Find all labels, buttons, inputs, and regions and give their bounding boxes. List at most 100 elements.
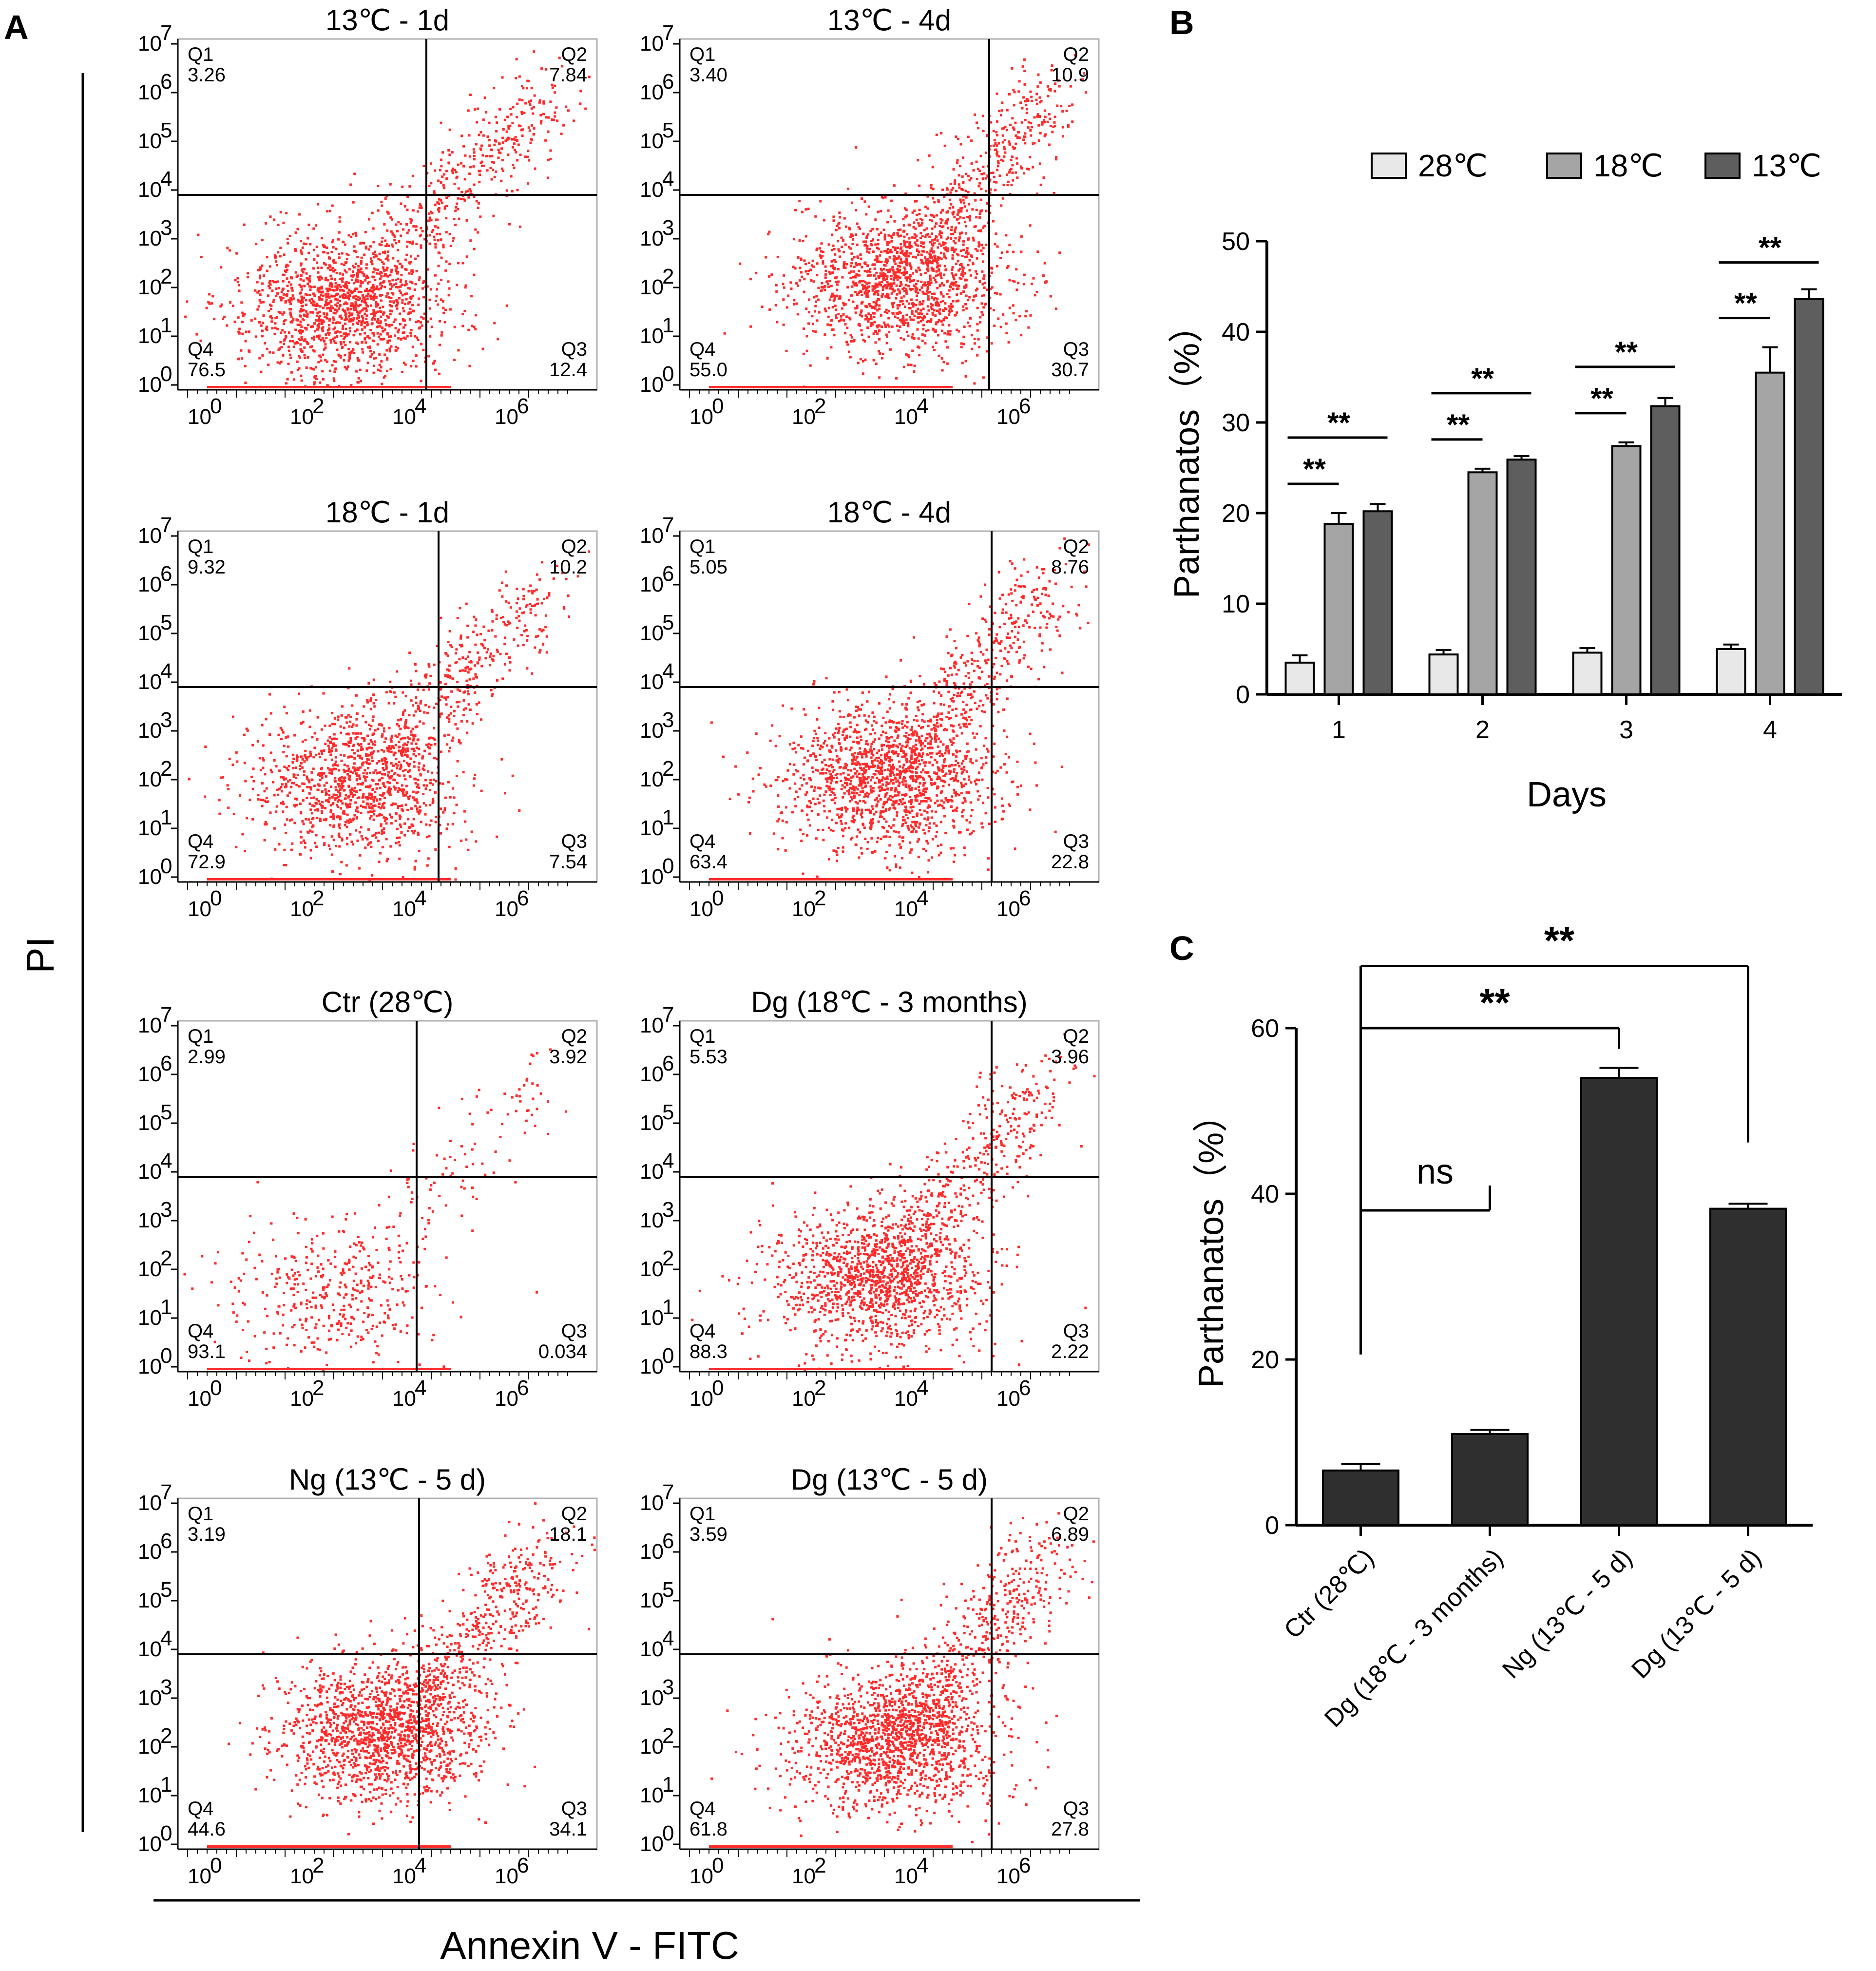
facs-plot-2-q3-value: 30.7: [1051, 359, 1089, 381]
facs-plot-6-q4-name: Q4: [689, 1320, 715, 1342]
panel-b-sig-day3-18c: **: [1590, 382, 1613, 415]
facs-plot-2-x-tick-4: 10: [894, 405, 918, 429]
facs-plot-4-title: 18℃ - 4d: [827, 496, 951, 529]
panel-b-chart: 28℃ 18℃ 13℃ Parthanatos（%） Days 0 10 20 …: [1168, 148, 1842, 814]
facs-plot-3-x-tick-exp-4: 4: [415, 886, 426, 910]
annexin-axis-label: Annexin V - FITC: [440, 1924, 739, 1967]
facs-plot-7-q1-value: 3.19: [188, 1524, 226, 1545]
facs-plot-5-x-tick-4: 10: [392, 1387, 416, 1411]
facs-plot-1-y-tick-2: 10: [138, 275, 162, 299]
facs-plot-3-y-tick-2: 10: [138, 767, 162, 791]
facs-plot-6-baseline-dots: [709, 1368, 953, 1370]
panel-c-sig-ns: ns: [1417, 1152, 1454, 1191]
facs-plot-8-x-tick-4: 10: [894, 1864, 918, 1888]
facs-plot-3-y-tick-exp-2: 2: [160, 757, 172, 781]
panel-b-sig-day4-13c: **: [1759, 231, 1781, 264]
facs-plot-8-y-tick-2: 10: [640, 1735, 664, 1759]
facs-plot-2-y-tick-1: 10: [640, 324, 664, 348]
facs-plot-6-y-tick-7: 10: [640, 1014, 664, 1037]
facs-plot-1-q4-value: 76.5: [188, 359, 226, 381]
panel-b-y-tick-30: 30: [1222, 409, 1250, 437]
facs-plot-1-y-tick-6: 10: [138, 80, 162, 104]
legend-label-13c: 13℃: [1752, 148, 1821, 183]
facs-plot-4-y-tick-exp-6: 6: [662, 562, 674, 586]
facs-plot-5-x-tick-exp-4: 4: [415, 1376, 426, 1400]
facs-plot-7-q1-name: Q1: [188, 1503, 213, 1525]
facs-plot-7-y-tick-exp-7: 7: [160, 1480, 172, 1504]
facs-plot-2-q1-value: 3.40: [689, 64, 727, 86]
facs-plot-1-x-tick-6: 10: [495, 405, 518, 429]
facs-plot-1-y-tick-exp-7: 7: [160, 21, 172, 45]
facs-plot-3-y-tick-4: 10: [138, 670, 162, 694]
panel-b-sig-day4-18c: **: [1734, 287, 1757, 320]
panel-b-sig-day2-13c: **: [1471, 362, 1494, 395]
facs-plot-3-y-tick-exp-1: 1: [160, 805, 172, 829]
facs-plot-6-x-tick-4: 10: [894, 1387, 918, 1411]
facs-plot-1-dots: [184, 50, 591, 388]
facs-plot-7-y-tick-2: 10: [138, 1735, 162, 1759]
facs-plot-8-baseline-dots: [709, 1845, 953, 1848]
facs-plot-8-y-tick-exp-6: 6: [662, 1529, 674, 1553]
facs-plot-6-q1-value: 5.53: [689, 1046, 727, 1068]
facs-plot-2-y-tick-exp-4: 4: [662, 167, 674, 191]
facs-plot-3-baseline-dots: [207, 878, 451, 880]
facs-plot-5-y-tick-5: 10: [138, 1111, 162, 1135]
facs-plot-3-x-tick-2: 10: [290, 897, 314, 921]
facs-plot-4-y-tick-exp-2: 2: [662, 757, 674, 781]
facs-plot-8-x-tick-exp-6: 6: [1019, 1854, 1031, 1877]
facs-plot-3-y-tick-exp-3: 3: [160, 708, 172, 732]
facs-plot-5-y-tick-1: 10: [138, 1306, 162, 1330]
facs-plot-4-y-tick-exp-5: 5: [662, 611, 674, 634]
facs-plot-2-x-tick-0: 10: [689, 405, 713, 429]
facs-plot-6-q2-value: 3.96: [1051, 1046, 1089, 1068]
panel-b-bar-day1-2: [1362, 510, 1393, 696]
facs-plot-1-y-tick-4: 10: [138, 178, 162, 202]
facs-plot-1: 13℃ - 1dQ13.26Q27.84Q312.4Q476.510010110…: [138, 4, 598, 429]
facs-plot-3-x-tick-4: 10: [392, 897, 416, 921]
facs-plot-4-y-tick-3: 10: [640, 719, 664, 743]
facs-plot-1-q1-value: 3.26: [188, 64, 226, 86]
facs-plot-6-y-tick-3: 10: [640, 1208, 664, 1232]
facs-plot-5-y-tick-7: 10: [138, 1014, 162, 1037]
facs-plot-1-q1-name: Q1: [188, 44, 213, 65]
panel-b-x-tick-day-3: 3: [1619, 716, 1633, 744]
facs-plot-6-y-tick-0: 10: [640, 1355, 664, 1378]
facs-plot-4-y-tick-7: 10: [640, 524, 664, 548]
facs-plot-7-q4-value: 44.6: [188, 1818, 226, 1840]
facs-plot-6-y-tick-4: 10: [640, 1160, 664, 1184]
facs-plot-3-x-tick-0: 10: [188, 897, 211, 921]
facs-plot-7-x-tick-0: 10: [188, 1864, 211, 1888]
facs-plot-6-y-tick-exp-0: 0: [662, 1344, 674, 1368]
facs-plot-4-x-tick-2: 10: [792, 897, 816, 921]
facs-plot-4-q4-name: Q4: [689, 831, 715, 852]
facs-plot-7-y-tick-3: 10: [138, 1686, 162, 1710]
facs-plot-6-q2-name: Q2: [1063, 1026, 1089, 1047]
facs-plot-7-y-tick-exp-0: 0: [160, 1821, 172, 1845]
facs-plot-5-y-tick-3: 10: [138, 1208, 162, 1232]
facs-plot-3-y-tick-7: 10: [138, 524, 162, 548]
facs-plot-7-y-tick-0: 10: [138, 1832, 162, 1856]
facs-plot-5-dots: [183, 1048, 568, 1371]
facs-plot-2-y-tick-7: 10: [640, 32, 664, 56]
facs-plot-5-title: Ctr (28℃): [322, 986, 454, 1018]
facs-plot-4-baseline-dots: [709, 878, 953, 880]
facs-plot-5-y-tick-exp-7: 7: [160, 1003, 172, 1027]
facs-plot-3-y-tick-1: 10: [138, 816, 162, 840]
facs-plot-6: Dg (18℃ - 3 months) Q15.53 Q23.96 Q32.22 Q48…: [640, 986, 1100, 1411]
panel-c-y-tick-20: 20: [1251, 1346, 1279, 1374]
panel-b-y-tick-20: 20: [1222, 499, 1250, 528]
facs-plot-2-y-tick-exp-5: 5: [662, 118, 674, 142]
facs-plot-2-q2-name: Q2: [1063, 44, 1089, 65]
facs-plot-8: Dg (13℃ - 5 d)Q13.59Q26.89Q327.8Q461.810…: [640, 1463, 1100, 1888]
facs-plot-1-x-tick-exp-4: 4: [415, 394, 426, 418]
facs-plot-5-x-tick-6: 10: [495, 1387, 518, 1411]
facs-plot-5-q2-name: Q2: [561, 1026, 587, 1047]
facs-plot-1-y-tick-0: 10: [138, 373, 162, 397]
panel-b-bar-day4-1: [1755, 371, 1785, 695]
facs-plot-2-y-tick-exp-0: 0: [662, 362, 674, 386]
panel-b-sig-day1-13c: **: [1327, 406, 1350, 439]
facs-plot-4-x-tick-0: 10: [689, 897, 713, 921]
facs-plot-2-y-tick-2: 10: [640, 275, 664, 299]
panel-b-bar-day4-0: [1716, 648, 1746, 695]
